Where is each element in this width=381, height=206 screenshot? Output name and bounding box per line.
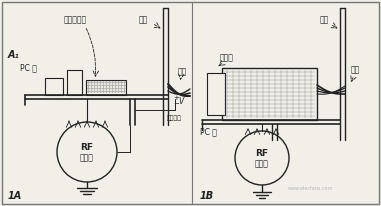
Text: A₁: A₁ bbox=[8, 50, 20, 60]
Text: www.elecfans.com: www.elecfans.com bbox=[287, 185, 333, 191]
Text: −: − bbox=[173, 101, 179, 107]
Bar bbox=[67, 70, 82, 95]
Text: 接头片: 接头片 bbox=[220, 54, 234, 62]
Text: PC 板: PC 板 bbox=[200, 128, 217, 137]
Bar bbox=[45, 78, 63, 95]
Text: RF: RF bbox=[256, 149, 269, 158]
Text: 电缆: 电缆 bbox=[351, 66, 360, 75]
Text: 噪声源: 噪声源 bbox=[255, 159, 269, 169]
Circle shape bbox=[235, 131, 289, 185]
Circle shape bbox=[57, 122, 117, 182]
Text: 噪声源: 噪声源 bbox=[80, 153, 94, 163]
Text: +: + bbox=[173, 95, 179, 101]
Text: PC 板: PC 板 bbox=[20, 63, 37, 73]
Text: 关心的区域: 关心的区域 bbox=[64, 15, 86, 25]
Text: 机壳: 机壳 bbox=[319, 15, 329, 25]
Bar bbox=[86, 80, 126, 95]
Text: V: V bbox=[178, 96, 184, 105]
Text: 1A: 1A bbox=[8, 191, 22, 201]
Text: RF: RF bbox=[80, 143, 93, 151]
Text: 电缆: 电缆 bbox=[178, 68, 187, 76]
Text: 机壳: 机壳 bbox=[138, 15, 147, 25]
Text: 1B: 1B bbox=[200, 191, 214, 201]
Bar bbox=[207, 73, 225, 115]
Text: 杂散电容: 杂散电容 bbox=[166, 115, 181, 121]
Bar bbox=[222, 68, 317, 120]
